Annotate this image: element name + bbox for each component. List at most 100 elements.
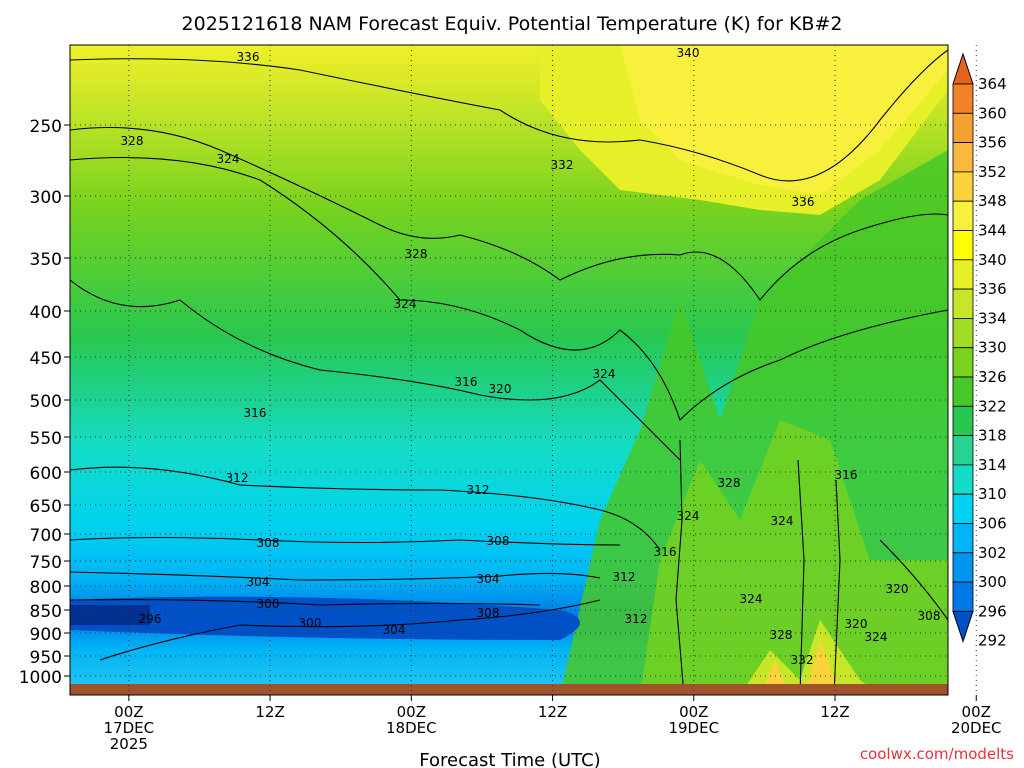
contour-line [70, 49, 948, 182]
contour-label: 316 [455, 375, 478, 389]
y-tick-label: 300 [30, 188, 62, 208]
colorbar-label: 326 [978, 368, 1007, 386]
colorbar-label: 356 [978, 134, 1007, 152]
colorbar-swatch [952, 376, 974, 407]
colorbar-swatch [952, 171, 974, 202]
contour-label: 320 [886, 582, 909, 596]
gridlines [70, 45, 977, 695]
x-axis-label: Forecast Time (UTC) [419, 750, 600, 768]
colorbar-label: 322 [978, 397, 1007, 415]
colorbar-label: 300 [978, 573, 1007, 591]
contour-label: 312 [613, 570, 636, 584]
x-tick-label: 00Z [679, 703, 708, 721]
colorbar-swatch [952, 405, 974, 436]
contour-line [833, 479, 841, 695]
contour-label: 296 [139, 612, 162, 626]
y-tick-label: 950 [30, 648, 62, 668]
colorbar-label: 302 [978, 544, 1007, 562]
x-tick-label: 12Z [538, 703, 567, 721]
colorbar-swatch [952, 200, 974, 231]
colorbar-label: 292 [978, 632, 1007, 650]
contour-line [70, 536, 621, 546]
contour-label: 320 [489, 382, 512, 396]
y-tick-label: 700 [30, 526, 62, 546]
contour-label: 304 [247, 575, 270, 589]
contour-label: 312 [226, 471, 249, 485]
contour-label: 324 [593, 367, 616, 381]
colorbar-swatch [952, 230, 974, 261]
contour-label: 300 [299, 616, 322, 630]
y-tick-label: 250 [30, 117, 62, 137]
y-tick-label: 650 [30, 497, 62, 517]
y-tick-label: 550 [30, 429, 62, 449]
contour-line [675, 439, 685, 695]
colorbar-label: 314 [978, 456, 1007, 474]
x-tick-label: 12Z [255, 703, 284, 721]
colorbar-swatch [952, 112, 974, 144]
colorbar-swatch [952, 317, 974, 349]
contour-line [70, 279, 681, 461]
contour-label: 328 [718, 476, 741, 490]
colorbar-label: 340 [978, 251, 1007, 269]
contour-label: 324 [217, 152, 240, 166]
terrain-strip [70, 684, 948, 695]
contour-label: 332 [551, 158, 574, 172]
warm-core-shade [640, 420, 948, 695]
contour-label: 324 [677, 509, 700, 523]
contour-label: 312 [467, 483, 490, 497]
contour-line [70, 599, 541, 606]
colorbar-arrow-bottom [952, 610, 974, 643]
colorbar-swatch [952, 142, 974, 173]
colorbar-label: 310 [978, 485, 1007, 503]
contour-label: 336 [792, 195, 815, 209]
x-tick-label: 17DEC [104, 719, 155, 737]
contour-label: 320 [845, 617, 868, 631]
contour-label: 324 [740, 592, 763, 606]
colorbar-swatch [952, 493, 974, 524]
y-tick-label: 400 [30, 303, 62, 323]
chart-title: 2025121618 NAM Forecast Equiv. Potential… [182, 13, 843, 35]
colorbar: 364 360 356 352 348 344 340 336 334 330 326 322 318 3… [952, 52, 1007, 650]
y-tick-label: 800 [30, 578, 62, 598]
colorbar-label: 352 [978, 163, 1007, 181]
cold-layer-shade [70, 596, 580, 640]
plot-area [70, 45, 948, 695]
plot-frame [69, 44, 949, 696]
contour-label: 308 [257, 536, 280, 550]
contour-label: 328 [405, 247, 428, 261]
colorbar-label: 296 [978, 602, 1007, 620]
colorbar-swatch [952, 259, 974, 290]
colorbar-label: 348 [978, 192, 1007, 210]
colorbar-label: 336 [978, 280, 1007, 298]
contour-label: 316 [244, 406, 267, 420]
colorbar-swatch [952, 83, 974, 114]
contour-label: 332 [791, 653, 814, 667]
y-tick-label: 850 [30, 602, 62, 622]
surface-hot-shade [760, 640, 840, 695]
contour-label: 324 [865, 630, 888, 644]
colorbar-label: 306 [978, 515, 1007, 533]
colorbar-swatch [952, 347, 974, 378]
contour-label: 328 [121, 134, 144, 148]
colorbar-label: 334 [978, 309, 1007, 327]
x-tick-label: 00Z [397, 703, 426, 721]
contour-label: 304 [477, 572, 500, 586]
x-tick-label: 20DEC [951, 719, 1002, 737]
contour-label: 316 [835, 468, 858, 482]
contour-label: 304 [383, 623, 406, 637]
colorbar-label: 330 [978, 339, 1007, 357]
y-tick-label: 600 [30, 464, 62, 484]
colorbar-label: 344 [978, 222, 1007, 240]
colorbar-arrow-top [952, 52, 974, 85]
contour-line [70, 157, 948, 422]
contour-label: 308 [477, 606, 500, 620]
contour-line [70, 571, 601, 581]
colorbar-swatch [952, 288, 974, 319]
x-tick-label: 12Z [820, 703, 849, 721]
contour-line [70, 466, 661, 551]
colorbar-label: 360 [978, 104, 1007, 122]
y-axis: 250 300 350 400 450 500 550 600 650 700 750 800 850 9… [19, 117, 70, 688]
